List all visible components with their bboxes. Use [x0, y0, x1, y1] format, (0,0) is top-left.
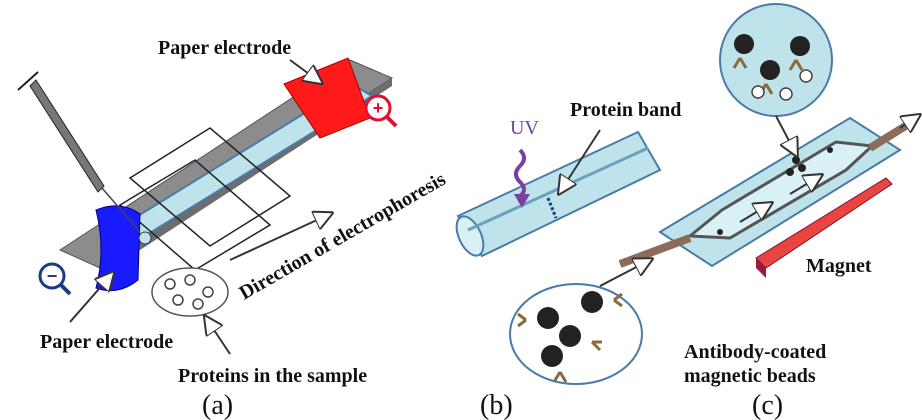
direction-label: Direction of electrophoresis: [236, 168, 450, 304]
proteins-label: Proteins in the sample: [178, 365, 367, 387]
plus-symbol: +: [373, 98, 384, 118]
cathode-paper-electrode: [95, 205, 141, 292]
syringe-icon: [17, 71, 141, 233]
magnet-label: Magnet: [806, 255, 872, 277]
protein-band-mark: [546, 197, 558, 219]
panel-b: UV Protein band (b): [455, 99, 681, 420]
panel-c: Magnet Antibody-coated magnetic beads (c…: [509, 3, 918, 420]
capillary-tube: [456, 130, 662, 258]
magnet-bar: [755, 177, 893, 269]
protein-band-label: Protein band: [570, 99, 681, 121]
zoom-bubble-captured: [719, 3, 833, 117]
caption-c: (c): [752, 390, 783, 420]
protein-icons: [164, 274, 214, 310]
arrow-proteins-1: [206, 318, 231, 355]
arrow-paper-electrode-bottom: [69, 274, 112, 323]
plus-magnifier-icon: +: [364, 94, 398, 128]
sample-droplet: [138, 231, 152, 245]
captured-beads-icons: [732, 34, 813, 101]
uv-wave-icon: [514, 148, 526, 198]
arrow-direction: [229, 214, 330, 261]
arrow-protein-band: [560, 129, 601, 192]
beads-label-line2: magnetic beads: [684, 365, 816, 387]
cover-sheet: [128, 127, 292, 247]
panel-a: + − Paper electrode Direction of electro…: [17, 37, 450, 420]
uv-label: UV: [510, 117, 539, 139]
beads-label-line1: Antibody-coated: [684, 341, 826, 363]
paper-electrode-bottom-label: Paper electrode: [40, 331, 173, 353]
arrow-paper-electrode-top: [289, 59, 320, 82]
caption-b: (b): [480, 390, 513, 420]
paper-electrode-top-label: Paper electrode: [158, 37, 291, 59]
caption-a: (a): [202, 390, 233, 420]
minus-symbol: −: [47, 266, 58, 286]
minus-magnifier-icon: −: [38, 262, 72, 296]
antibody-bead-icons: [517, 291, 623, 383]
proteins-bubble: [151, 267, 229, 317]
